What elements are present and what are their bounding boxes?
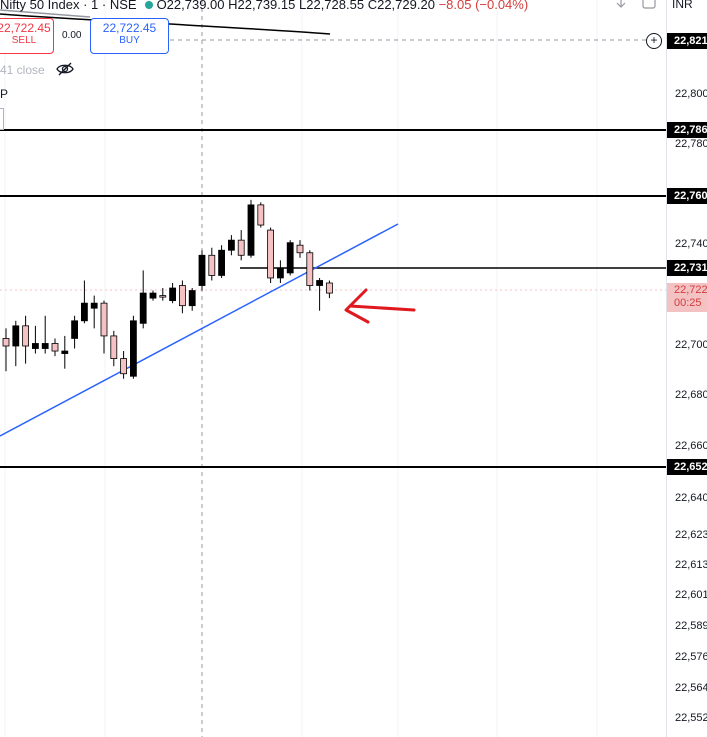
indicator-label: P	[0, 87, 9, 101]
axis-label-6: 22,640	[675, 492, 707, 504]
screenshot-icon[interactable]	[640, 0, 658, 13]
moving-average-line-left	[0, 9, 91, 18]
candle-body	[71, 320, 78, 339]
candle-body	[51, 343, 59, 352]
eye-hidden-icon[interactable]	[56, 61, 74, 77]
candle-body	[149, 292, 157, 299]
axis-tag-line2: 22,760	[667, 188, 707, 204]
candle-body	[306, 252, 314, 286]
axis-label-5: 22,660	[675, 440, 707, 452]
axis-label-10: 22,589	[675, 620, 707, 632]
candle-body	[12, 325, 20, 347]
axis-tag-top: 22,821	[667, 33, 707, 49]
axis-label-12: 22,564	[675, 682, 707, 694]
candle-body	[198, 254, 206, 286]
buy-label: BUY	[119, 35, 140, 46]
candle-body	[237, 239, 245, 256]
legend-high: H22,739.15	[228, 0, 296, 12]
red-arrow-annotation	[344, 288, 416, 324]
candle-body	[100, 302, 108, 337]
collapse-tab[interactable]	[0, 108, 4, 130]
current-price-tag: 22,722 00:25	[667, 283, 707, 312]
legend-low: L22,728.55	[299, 0, 365, 12]
axis-tag-line3: 22,731	[667, 260, 707, 276]
candle-body	[110, 335, 118, 360]
candle-body	[178, 285, 186, 307]
currency-label[interactable]: INR	[672, 0, 693, 11]
candle-body	[218, 249, 226, 276]
candles-group	[2, 199, 333, 379]
moving-average-line	[0, 13, 331, 35]
candle-body	[276, 267, 284, 279]
market-status-dot	[144, 1, 153, 9]
buy-button[interactable]: 22,722.45 BUY	[90, 18, 169, 54]
axis-tag-line1: 22,786	[667, 122, 707, 138]
candle-body	[129, 320, 137, 377]
candle-body	[257, 204, 265, 226]
legend-open: O22,739.00	[156, 0, 225, 12]
prev-close-label: 41 close	[0, 63, 45, 77]
sell-button[interactable]: 22,722.45 SELL	[0, 18, 54, 54]
price-axis[interactable]: 22,821 22,800 22,786 22,780 22,760 22,74…	[666, 0, 707, 737]
symbol-title[interactable]: Nifty 50 Index · 1 · NSE	[0, 0, 137, 12]
candle-body	[169, 287, 177, 302]
legend-close: C22,729.20	[367, 0, 435, 12]
candle-body	[2, 338, 10, 347]
chart-legend: Nifty 50 Index · 1 · NSE O22,739.00 H22,7…	[0, 0, 528, 12]
trendline	[0, 223, 399, 437]
spread-value: 0.00	[62, 30, 82, 41]
axis-label-13: 22,552	[675, 712, 707, 724]
axis-label-1: 22,780	[675, 138, 707, 150]
candle-body	[316, 280, 324, 286]
candle-body	[90, 302, 98, 309]
candle-body	[120, 358, 127, 375]
axis-tag-line4: 22,652	[667, 459, 707, 475]
sell-price: 22,722.45	[0, 21, 51, 35]
buy-price: 22,722.45	[102, 21, 157, 35]
candle-countdown: 00:25	[674, 297, 702, 309]
axis-label-4: 22,680	[675, 389, 707, 401]
candle-body	[247, 204, 255, 256]
candle-body	[296, 244, 304, 254]
candle-body	[188, 290, 196, 307]
candlestick-chart[interactable]	[0, 0, 666, 737]
candle-body	[159, 295, 167, 298]
add-alert-plus-icon[interactable]: +	[646, 33, 662, 49]
candle-body	[61, 350, 69, 354]
axis-label-8: 22,613	[675, 559, 707, 571]
legend-change: −8.05 (−0.04%)	[438, 0, 529, 12]
candle-body	[22, 325, 30, 347]
axis-label-11: 22,576	[675, 651, 707, 663]
candle-body	[81, 302, 88, 322]
axis-label-2: 22,740	[675, 238, 707, 250]
axis-label-9: 22,601	[675, 589, 707, 601]
candle-body	[32, 343, 39, 349]
axis-label-7: 22,623	[675, 529, 707, 541]
candle-body	[325, 282, 333, 294]
sell-label: SELL	[11, 35, 37, 46]
current-price-value: 22,722	[674, 284, 707, 296]
chart-plot-area[interactable]: Nifty 50 Index · 1 · NSE O22,739.00 H22,7…	[0, 0, 666, 737]
axis-label-0: 22,800	[675, 88, 707, 100]
arrow-down-icon[interactable]	[612, 0, 630, 13]
axis-label-3: 22,700	[675, 339, 707, 351]
candle-body	[267, 229, 275, 279]
candle-body	[286, 242, 294, 274]
candle-body	[139, 292, 147, 324]
candle-body	[227, 239, 235, 251]
candle-body	[208, 254, 216, 276]
candle-body	[41, 343, 49, 349]
